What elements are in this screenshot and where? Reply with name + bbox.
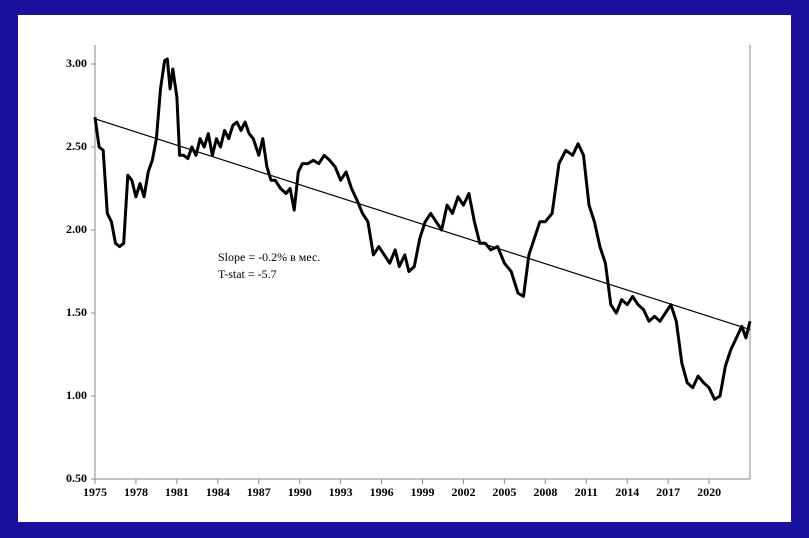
x-tick-label: 1990: [288, 485, 312, 499]
x-tick-label: 1987: [247, 485, 271, 499]
chart-background: [18, 15, 791, 522]
x-tick-label: 1984: [206, 485, 230, 499]
annotation: T-stat = -5.7: [218, 267, 277, 281]
y-tick-label: 0.50: [66, 471, 87, 485]
y-tick-label: 2.00: [66, 222, 87, 236]
x-tick-label: 2008: [533, 485, 557, 499]
x-tick-label: 1978: [124, 485, 148, 499]
x-tick-label: 1981: [165, 485, 189, 499]
x-tick-label: 1975: [83, 485, 107, 499]
annotation: Slope = -0.2% в мес.: [218, 250, 320, 264]
x-tick-label: 2011: [575, 485, 598, 499]
x-tick-label: 1996: [370, 485, 394, 499]
y-tick-label: 2.50: [66, 139, 87, 153]
x-tick-label: 2005: [492, 485, 516, 499]
x-tick-label: 2002: [451, 485, 475, 499]
x-tick-label: 2014: [615, 485, 639, 499]
x-tick-label: 1993: [329, 485, 353, 499]
x-tick-label: 2017: [656, 485, 680, 499]
data-line: [93, 57, 752, 401]
x-tick-label: 2020: [697, 485, 721, 499]
x-tick-label: 1999: [411, 485, 435, 499]
y-tick-label: 3.00: [66, 56, 87, 70]
trend-line: [94, 118, 751, 331]
y-tick-label: 1.50: [66, 305, 87, 319]
y-tick-label: 1.00: [66, 388, 87, 402]
